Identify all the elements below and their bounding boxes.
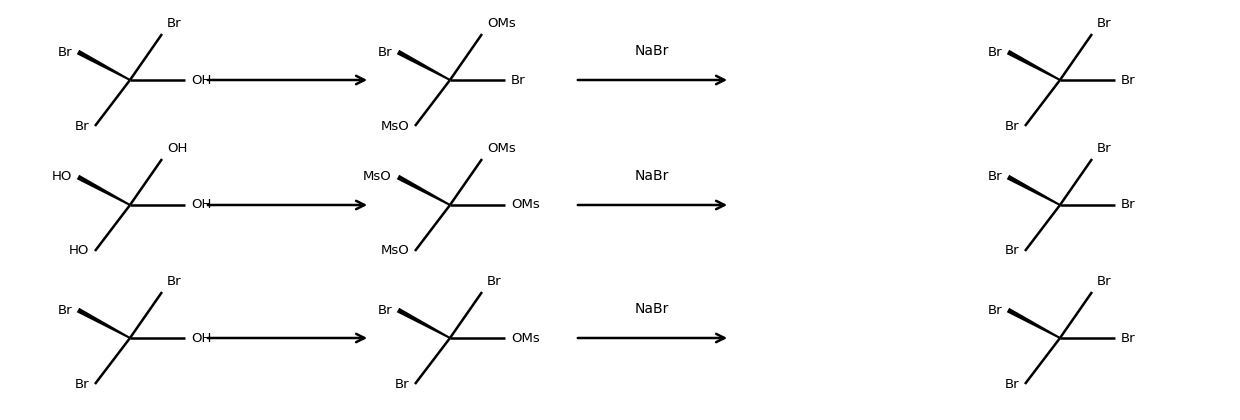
Text: Br: Br	[167, 275, 181, 288]
Text: OH: OH	[191, 199, 211, 212]
Text: Br: Br	[511, 74, 526, 87]
Text: MsO: MsO	[363, 171, 392, 184]
Text: NaBr: NaBr	[635, 44, 670, 58]
Text: Br: Br	[167, 17, 181, 30]
Text: OMs: OMs	[511, 199, 539, 212]
Text: Br: Br	[1097, 275, 1111, 288]
Text: MsO: MsO	[381, 120, 409, 132]
Text: Br: Br	[1097, 142, 1111, 155]
Text: Br: Br	[74, 378, 89, 391]
Text: Br: Br	[987, 45, 1002, 58]
Polygon shape	[77, 175, 130, 206]
Text: Br: Br	[1004, 244, 1019, 257]
Text: Br: Br	[987, 304, 1002, 317]
Text: MsO: MsO	[381, 244, 409, 257]
Polygon shape	[397, 175, 450, 206]
Text: NaBr: NaBr	[635, 302, 670, 316]
Polygon shape	[77, 50, 130, 81]
Text: Br: Br	[74, 120, 89, 132]
Text: OH: OH	[191, 331, 211, 344]
Text: OMs: OMs	[511, 331, 539, 344]
Text: OMs: OMs	[487, 17, 516, 30]
Text: Br: Br	[1004, 120, 1019, 132]
Text: OH: OH	[191, 74, 211, 87]
Text: HO: HO	[52, 171, 72, 184]
Polygon shape	[397, 50, 450, 81]
Text: Br: Br	[1121, 74, 1136, 87]
Polygon shape	[1007, 175, 1060, 206]
Polygon shape	[397, 308, 450, 339]
Text: Br: Br	[487, 275, 502, 288]
Text: HO: HO	[68, 244, 89, 257]
Text: Br: Br	[987, 171, 1002, 184]
Text: OH: OH	[167, 142, 187, 155]
Text: Br: Br	[57, 45, 72, 58]
Text: OMs: OMs	[487, 142, 516, 155]
Polygon shape	[1007, 50, 1060, 81]
Polygon shape	[77, 308, 130, 339]
Text: Br: Br	[1121, 199, 1136, 212]
Text: Br: Br	[394, 378, 409, 391]
Text: Br: Br	[57, 304, 72, 317]
Text: NaBr: NaBr	[635, 169, 670, 183]
Text: Br: Br	[377, 45, 392, 58]
Text: Br: Br	[1004, 378, 1019, 391]
Text: Br: Br	[1121, 331, 1136, 344]
Text: Br: Br	[377, 304, 392, 317]
Text: Br: Br	[1097, 17, 1111, 30]
Polygon shape	[1007, 308, 1060, 339]
